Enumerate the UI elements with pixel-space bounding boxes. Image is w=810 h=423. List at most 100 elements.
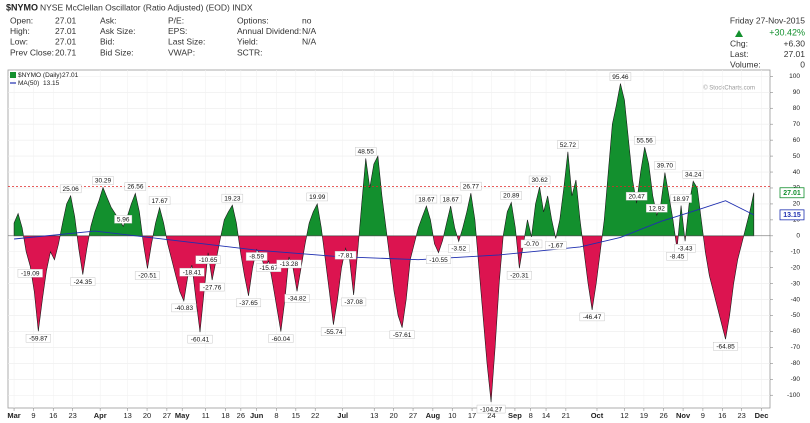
data-label: 25.06	[63, 186, 80, 193]
data-label-bg	[148, 196, 171, 205]
field-value: 27.01	[55, 37, 77, 47]
data-label: -37.65	[239, 300, 258, 307]
data-label-bg	[124, 182, 147, 191]
y-tick-label: 90	[793, 89, 801, 96]
data-label: 18.67	[443, 196, 460, 203]
x-tick-label: 24	[487, 411, 495, 420]
field-label: Last Size:	[168, 37, 205, 47]
data-label: -40.83	[175, 305, 194, 312]
plot-frame	[7, 69, 771, 409]
field-label: Annual Dividend:	[237, 26, 301, 36]
y-tick-label: 100	[789, 73, 800, 80]
x-tick-label: 15	[292, 411, 300, 420]
x-tick-label: 12	[620, 411, 628, 420]
x-tick-label: 21	[562, 411, 570, 420]
data-label: -19.09	[21, 270, 40, 277]
x-tick-label: 19	[640, 411, 648, 420]
x-tick-label: Apr	[94, 411, 107, 420]
y-tick-label: -80	[791, 360, 801, 367]
x-tick-label: 22	[311, 411, 319, 420]
x-tick-label: Nov	[676, 411, 691, 420]
field-label: Bid Size:	[100, 47, 134, 57]
field-label: Ask Size:	[100, 26, 135, 36]
data-label: 20.89	[503, 193, 520, 200]
y-tick-label: -10	[791, 248, 801, 255]
data-label-bg	[171, 303, 197, 313]
field-label: Chg:	[730, 38, 748, 48]
data-label-bg	[199, 282, 225, 292]
x-tick-label: 20	[389, 411, 397, 420]
data-label: -0.70	[524, 241, 539, 248]
data-label-bg	[268, 334, 294, 343]
x-tick-label: 26	[660, 411, 668, 420]
data-label: -55.74	[324, 329, 343, 336]
data-label-bg	[92, 176, 114, 185]
data-label: -60.41	[191, 336, 210, 343]
data-label-bg	[674, 244, 696, 253]
field-value: 27.01	[784, 49, 806, 59]
x-tick-label: 10	[448, 411, 456, 420]
y-tick-label: 70	[793, 121, 801, 128]
x-tick-label: Aug	[426, 411, 441, 420]
last-value-tag	[779, 209, 805, 221]
data-label-bg	[625, 191, 648, 201]
field-label: High:	[10, 26, 30, 36]
data-label: 18.97	[673, 196, 690, 203]
x-tick-label: 11	[202, 411, 210, 420]
data-label: 52.72	[560, 142, 577, 149]
y-tick-label: 50	[793, 153, 801, 160]
data-label: 12.92	[649, 205, 666, 212]
up-arrow	[735, 30, 743, 37]
data-label: 20.47	[628, 193, 645, 200]
data-label: 19.23	[224, 195, 241, 202]
y-tick-label: 60	[793, 137, 801, 144]
data-label-bg	[306, 192, 328, 202]
legend-label: MA(50)	[18, 80, 39, 87]
y-tick-label: -20	[791, 264, 801, 271]
data-label: 18.67	[418, 196, 435, 203]
y-tick-label: -90	[791, 376, 801, 383]
x-tick-label: 23	[738, 411, 746, 420]
x-tick-label: Jul	[337, 411, 348, 420]
legend-label: $NYMO (Daily)	[18, 72, 62, 79]
data-label: -104.27	[480, 406, 502, 413]
x-tick-label: 16	[49, 411, 57, 420]
data-label-bg	[654, 161, 676, 170]
data-label-bg	[500, 191, 522, 200]
data-label: 26.56	[127, 184, 144, 191]
field-label: VWAP:	[168, 47, 195, 57]
x-tick-label: 20	[143, 411, 151, 420]
field-value: N/A	[302, 26, 317, 36]
x-tick-label: 27	[409, 411, 417, 420]
legend-swatch	[10, 72, 16, 78]
data-label: -34.82	[288, 296, 307, 303]
field-label: Ask:	[100, 15, 117, 25]
data-label-bg	[415, 194, 438, 204]
data-label-bg	[609, 72, 632, 81]
x-tick-label: 26	[237, 411, 245, 420]
legend-value: 27.01	[62, 72, 79, 79]
field-label: Bid:	[100, 37, 115, 47]
x-tick-label: 9	[701, 411, 705, 420]
y-tick-label: 40	[793, 169, 801, 176]
x-tick-label: Oct	[591, 411, 604, 420]
data-label: -8.59	[249, 254, 264, 261]
data-label: 30.29	[95, 178, 112, 185]
description: NYSE McClellan Oscillator (Ratio Adjuste…	[40, 2, 253, 12]
y-tick-label: -40	[791, 296, 801, 303]
data-label-bg	[682, 170, 704, 179]
field-label: Options:	[237, 15, 269, 25]
data-label: -1.67	[548, 243, 563, 250]
data-label: 19.99	[309, 194, 326, 201]
data-label: 26.77	[463, 183, 480, 190]
field-value: 27.01	[55, 15, 77, 25]
x-tick-label: Dec	[755, 411, 769, 420]
field-value: no	[302, 15, 312, 25]
x-tick-label: 9	[31, 411, 35, 420]
field-value: 27.01	[55, 26, 77, 36]
data-label: -37.08	[344, 299, 363, 306]
data-label: -64.85	[716, 343, 735, 350]
data-label: -57.61	[393, 332, 412, 339]
data-label-bg	[284, 294, 310, 303]
